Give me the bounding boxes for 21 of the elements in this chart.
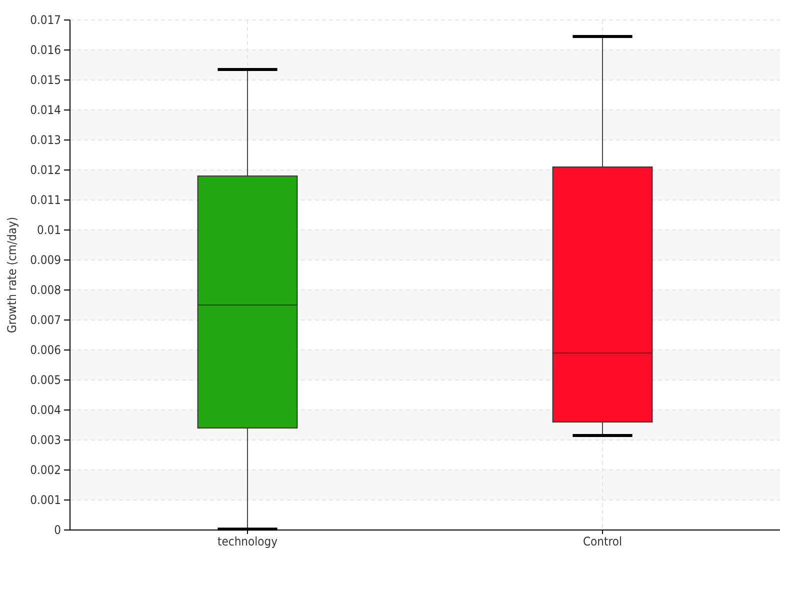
y-tick-label: 0.006	[30, 342, 62, 357]
y-tick-label: 0.012	[30, 162, 61, 177]
y-tick-label: 0.005	[30, 372, 61, 387]
y-tick-label: 0	[54, 522, 62, 537]
y-tick-label: 0.007	[30, 312, 61, 327]
y-tick-label: 0.015	[30, 72, 61, 87]
y-tick-label: 0.017	[30, 12, 61, 27]
y-tick-label: 0.001	[30, 492, 61, 507]
y-tick-label: 0.004	[30, 402, 62, 417]
y-tick-label: 0.016	[30, 42, 62, 57]
x-tick-label: technology	[218, 534, 278, 549]
y-axis-title: Growth rate (cm/day)	[5, 216, 19, 334]
y-tick-label: 0.003	[30, 432, 61, 447]
y-tick-label: 0.008	[30, 282, 62, 297]
x-tick-label: Control	[583, 534, 622, 549]
y-tick-label: 0.002	[30, 462, 61, 477]
y-tick-label: 0.009	[30, 252, 62, 267]
y-tick-label: 0.014	[30, 102, 62, 117]
y-tick-label: 0.013	[30, 132, 61, 147]
y-tick-label: 0.011	[30, 192, 61, 207]
y-tick-label: 0.01	[36, 222, 61, 237]
